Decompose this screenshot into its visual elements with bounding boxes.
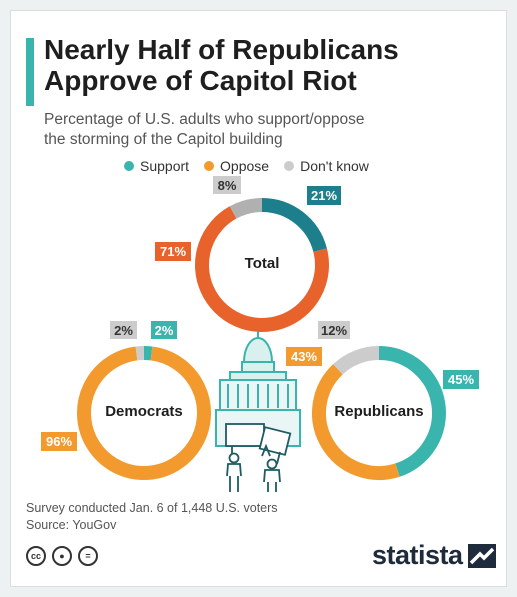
donut-segment-total-support [261, 198, 327, 253]
data-label-text-total-dont-know: 8% [218, 178, 237, 193]
data-label-text-democrats-dont-know: 2% [114, 323, 133, 338]
donut-segment-republicans-oppose [312, 364, 400, 480]
brand-name: statista [372, 540, 463, 570]
legend-swatch-support [124, 161, 134, 171]
data-label-text-total-oppose: 71% [160, 244, 186, 259]
legend-swatch-dont-know [284, 161, 295, 171]
survey-note: Survey conducted Jan. 6 of 1,448 U.S. vo… [26, 501, 278, 515]
data-label-democrats-support: 2% [151, 321, 177, 339]
creative-commons-icon[interactable]: cc [26, 546, 46, 566]
donut-democrats: Democrats 2% 96% 2% [41, 321, 211, 480]
statista-brand[interactable]: statista [372, 540, 496, 571]
data-label-total-dont-know: 8% [213, 176, 241, 194]
data-label-bg-republicans-support [443, 370, 479, 389]
donut-segment-republicans-support [378, 346, 446, 477]
attribution-icon[interactable]: ● [52, 546, 72, 566]
data-label-text-republicans-support: 45% [448, 372, 474, 387]
data-label-total-oppose: 71% [155, 242, 191, 261]
data-label-bg-republicans-oppose [286, 347, 322, 366]
legend-item-support: Support [124, 158, 189, 174]
license-icons: cc ● = [26, 546, 104, 566]
donut-republicans: Republicans 45% 43% 12% [286, 321, 479, 480]
data-label-republicans-support: 45% [443, 370, 479, 389]
data-label-text-total-support: 21% [311, 188, 337, 203]
data-label-bg-democrats-dont-know [110, 321, 137, 339]
legend: Support Oppose Don't know [124, 157, 384, 175]
legend-item-dont-know: Don't know [284, 158, 369, 174]
data-label-bg-democrats-support [151, 321, 177, 339]
data-label-democrats-oppose: 96% [41, 432, 77, 451]
source-note: Source: YouGov [26, 518, 117, 532]
chart-subtitle: Percentage of U.S. adults who support/op… [44, 110, 484, 150]
statista-logo-icon [467, 543, 496, 568]
subtitle-line-2: the storming of the Capitol building [44, 131, 283, 148]
title-line-1: Nearly Half of Republicans [44, 34, 399, 65]
donut-segment-total-dont-know [229, 198, 263, 219]
subtitle-line-1: Percentage of U.S. adults who support/op… [44, 111, 365, 128]
protester-icon [225, 423, 292, 492]
data-label-total-support: 21% [307, 186, 341, 205]
donut-center-label-republicans: Republicans [334, 403, 423, 420]
data-label-republicans-dont-know: 12% [318, 321, 350, 339]
data-label-republicans-oppose: 43% [286, 347, 322, 366]
legend-item-oppose: Oppose [204, 158, 269, 174]
donut-segment-republicans-dont-know [333, 346, 380, 375]
chart-title: Nearly Half of Republicans Approve of Ca… [44, 34, 484, 96]
legend-label-support: Support [140, 158, 190, 174]
data-label-democrats-dont-know: 2% [110, 321, 137, 339]
data-label-bg-total-dont-know [213, 176, 241, 194]
donut-segment-total-oppose [195, 206, 329, 332]
donut-total: Total 21% 71% 8% [155, 176, 341, 332]
footer-notes: Survey conducted Jan. 6 of 1,448 U.S. vo… [26, 500, 278, 534]
data-label-bg-democrats-oppose [41, 432, 77, 451]
legend-label-oppose: Oppose [220, 158, 270, 174]
infographic-card [10, 10, 507, 587]
title-accent-bar [26, 38, 34, 106]
legend-label-dont-know: Don't know [300, 158, 369, 174]
data-label-text-democrats-support: 2% [155, 323, 174, 338]
data-label-text-republicans-oppose: 43% [291, 349, 317, 364]
title-line-2: Approve of Capitol Riot [44, 65, 357, 96]
donut-center-label-total: Total [245, 255, 280, 272]
data-label-text-republicans-dont-know: 12% [321, 323, 347, 338]
donut-center-label-democrats: Democrats [105, 403, 183, 420]
data-label-bg-total-support [307, 186, 341, 205]
donut-segment-democrats-oppose [77, 346, 211, 480]
data-label-bg-republicans-dont-know [318, 321, 350, 339]
data-label-text-democrats-oppose: 96% [46, 434, 72, 449]
legend-swatch-oppose [204, 161, 215, 171]
no-derivatives-icon[interactable]: = [78, 546, 98, 566]
data-label-bg-total-oppose [155, 242, 191, 261]
